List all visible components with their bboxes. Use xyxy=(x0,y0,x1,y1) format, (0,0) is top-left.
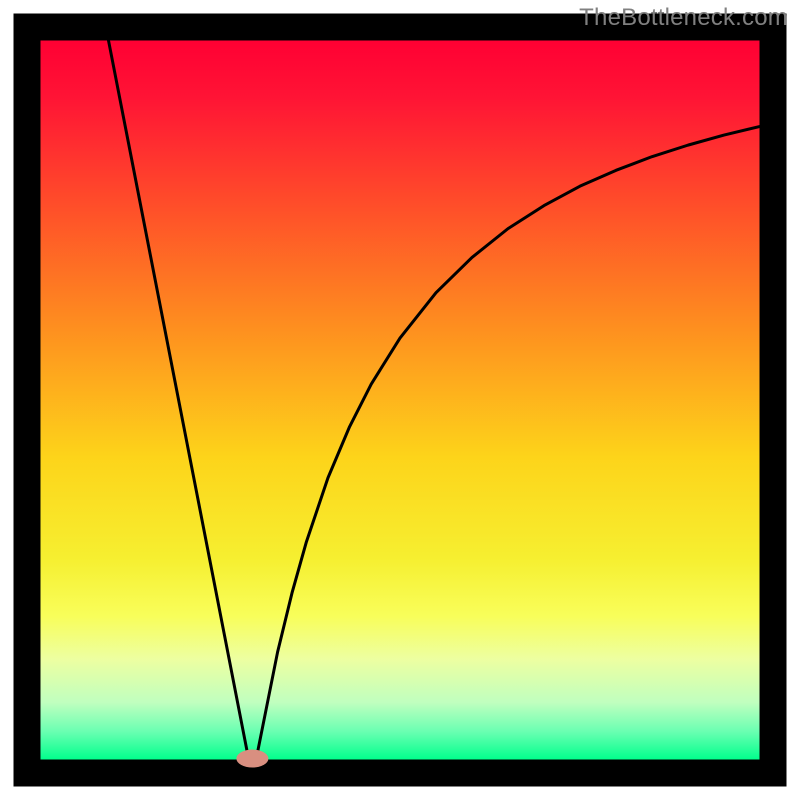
chart-svg xyxy=(0,0,800,800)
chart-container: TheBottleneck.com xyxy=(0,0,800,800)
optimal-marker xyxy=(236,750,268,768)
watermark-text: TheBottleneck.com xyxy=(579,4,788,32)
gradient-background xyxy=(40,40,760,760)
